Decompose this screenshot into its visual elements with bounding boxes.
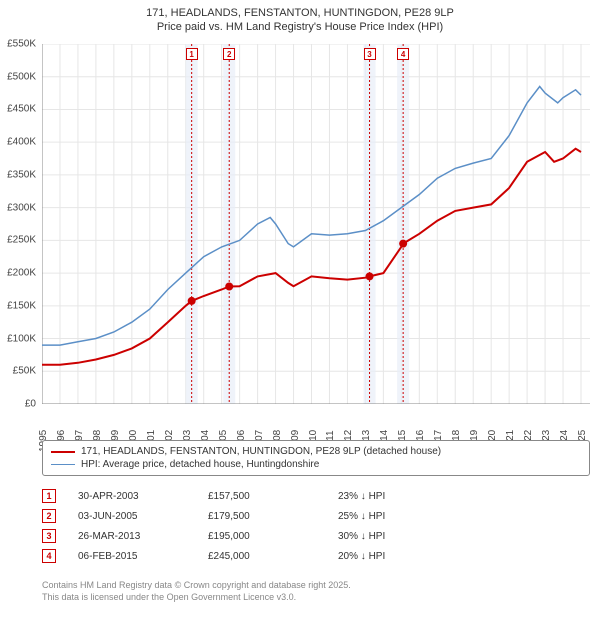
y-tick-label: £200K [7,268,36,279]
sales-table: 1 30-APR-2003£157,50023% ↓ HPI 2 03-JUN-200… [42,486,590,566]
sale-marker-2: 2 [223,48,235,60]
sale-date: 30-APR-2003 [78,491,208,502]
attribution: Contains HM Land Registry data © Crown c… [42,580,590,603]
sale-price: £245,000 [208,551,338,562]
sale-price: £195,000 [208,531,338,542]
sale-marker-box: 3 [42,529,56,543]
y-tick-label: £350K [7,169,36,180]
sale-price: £157,500 [208,491,338,502]
sale-row: 2 03-JUN-2005£179,50025% ↓ HPI [42,506,590,526]
y-tick-label: £100K [7,333,36,344]
chart-area: 1 2 3 4 [42,44,590,404]
sale-marker-box: 4 [42,549,56,563]
title-line1: 171, HEADLANDS, FENSTANTON, HUNTINGDON, … [0,6,600,20]
y-tick-label: £400K [7,137,36,148]
legend: 171, HEADLANDS, FENSTANTON, HUNTINGDON, … [42,440,590,476]
sale-delta: 25% ↓ HPI [338,511,498,522]
sale-row: 3 26-MAR-2013£195,00030% ↓ HPI [42,526,590,546]
chart-svg [42,44,590,404]
title-line2: Price paid vs. HM Land Registry's House … [0,20,600,34]
sale-date: 26-MAR-2013 [78,531,208,542]
sale-delta: 30% ↓ HPI [338,531,498,542]
sale-row: 1 30-APR-2003£157,50023% ↓ HPI [42,486,590,506]
y-tick-label: £550K [7,39,36,50]
sale-marker-4: 4 [397,48,409,60]
sale-marker-box: 1 [42,489,56,503]
y-tick-label: £500K [7,71,36,82]
y-tick-label: £450K [7,104,36,115]
y-tick-label: £300K [7,202,36,213]
legend-row: 171, HEADLANDS, FENSTANTON, HUNTINGDON, … [51,445,581,458]
sale-price: £179,500 [208,511,338,522]
sale-date: 03-JUN-2005 [78,511,208,522]
legend-row: HPI: Average price, detached house, Hunt… [51,458,581,471]
chart-container: 171, HEADLANDS, FENSTANTON, HUNTINGDON, … [0,0,600,620]
sale-date: 06-FEB-2015 [78,551,208,562]
sale-delta: 23% ↓ HPI [338,491,498,502]
attribution-line1: Contains HM Land Registry data © Crown c… [42,580,590,592]
legend-label: 171, HEADLANDS, FENSTANTON, HUNTINGDON, … [81,446,441,457]
sale-delta: 20% ↓ HPI [338,551,498,562]
y-tick-label: £150K [7,300,36,311]
sale-marker-1: 1 [186,48,198,60]
legend-swatch [51,464,75,465]
x-axis-labels: 1995199619971998199920002001200220032004… [42,408,590,440]
y-tick-label: £250K [7,235,36,246]
sale-row: 4 06-FEB-2015£245,00020% ↓ HPI [42,546,590,566]
title-block: 171, HEADLANDS, FENSTANTON, HUNTINGDON, … [0,0,600,37]
legend-label: HPI: Average price, detached house, Hunt… [81,459,319,470]
sale-marker-3: 3 [364,48,376,60]
y-tick-label: £0 [25,399,36,410]
attribution-line2: This data is licensed under the Open Gov… [42,592,590,604]
sale-marker-box: 2 [42,509,56,523]
legend-swatch [51,451,75,453]
y-tick-label: £50K [13,366,36,377]
y-axis-labels: £0£50K£100K£150K£200K£250K£300K£350K£400… [0,44,40,404]
